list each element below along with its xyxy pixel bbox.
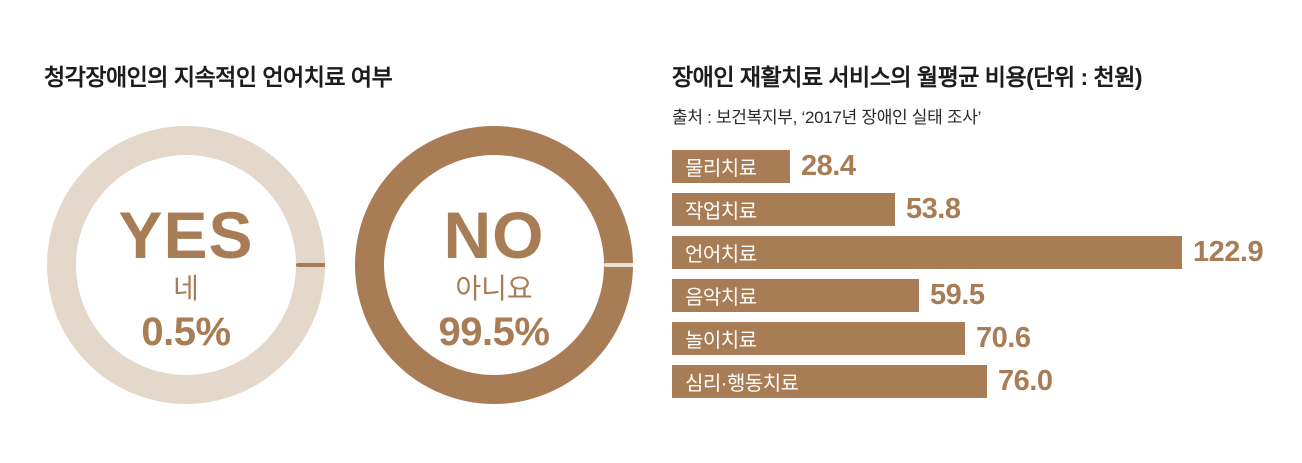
donut-no-percent: 99.5% [438, 310, 550, 355]
donut-yes-label: YES [118, 197, 254, 272]
bar-category-label: 작업치료 [685, 201, 757, 223]
bar-물리치료: 물리치료 [672, 150, 790, 183]
donut-yes-percent: 0.5% [141, 310, 231, 355]
bar-언어치료: 언어치료 [672, 236, 1182, 269]
bar-category-label: 심리·행동치료 [685, 373, 799, 395]
bar-놀이치료: 놀이치료 [672, 322, 965, 355]
donut-yes-hole [76, 155, 296, 375]
bar-row: 놀이치료 70.6 [672, 322, 1263, 355]
bar-chart: 물리치료 28.4 작업치료 53.8 언어치료 122.9 음악치료 59.5… [672, 150, 1264, 408]
donut-chart-yes: YES 네 0.5% [47, 126, 325, 404]
donut-chart-no: NO 아니요 99.5% [355, 126, 633, 404]
bar-value-label: 59.5 [930, 279, 985, 311]
left-chart-title: 청각장애인의 지속적인 언어치료 여부 [44, 64, 393, 90]
bar-작업치료: 작업치료 [672, 193, 895, 226]
donut-yes-korean-label: 네 [173, 272, 199, 304]
right-chart-title: 장애인 재활치료 서비스의 월평균 비용(단위 : 천원) [672, 64, 1143, 90]
bar-row: 음악치료 59.5 [672, 279, 1263, 312]
donut-no-korean-label: 아니요 [455, 272, 533, 304]
bar-category-label: 언어치료 [685, 244, 757, 266]
bar-category-label: 놀이치료 [685, 330, 757, 352]
bar-value-label: 28.4 [801, 150, 856, 182]
bar-value-label: 122.9 [1193, 236, 1264, 268]
bar-value-label: 53.8 [906, 193, 961, 225]
bar-row: 심리·행동치료 76.0 [672, 365, 1263, 398]
bar-음악치료: 음악치료 [672, 279, 919, 312]
donut-no-label: NO [443, 197, 545, 272]
bar-category-label: 음악치료 [685, 287, 757, 309]
donut-no-text: NO 아니요 99.5% [355, 126, 633, 404]
bar-심리행동치료: 심리·행동치료 [672, 365, 987, 398]
bar-row: 작업치료 53.8 [672, 193, 1263, 226]
bar-value-label: 70.6 [976, 322, 1031, 354]
bar-row: 언어치료 122.9 [672, 236, 1264, 269]
donut-yes-text: YES 네 0.5% [47, 126, 325, 404]
bar-category-label: 물리치료 [685, 158, 757, 180]
bar-row: 물리치료 28.4 [672, 150, 1263, 183]
donut-no-hole [384, 155, 604, 375]
bar-value-label: 76.0 [998, 365, 1053, 397]
source-caption: 출처 : 보건복지부, ‘2017년 장애인 실태 조사’ [672, 108, 982, 127]
